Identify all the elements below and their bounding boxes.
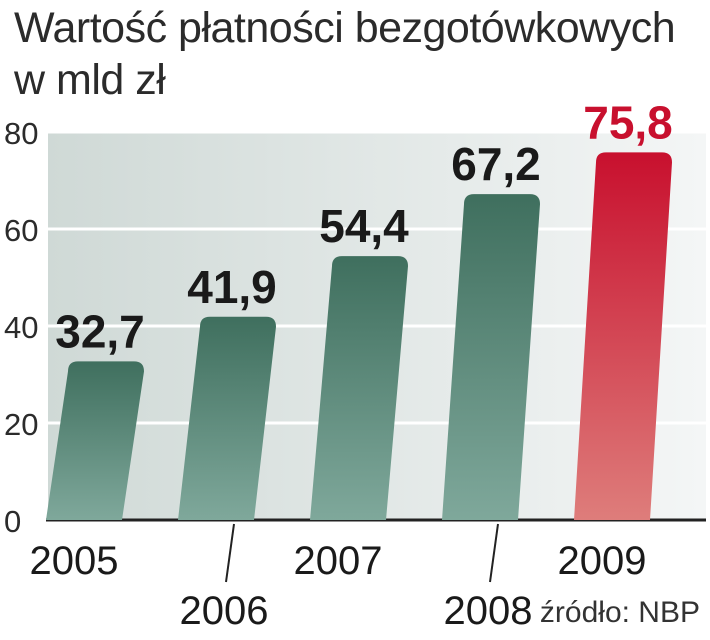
chart-title-line-1: Wartość płatności bezgotówkowych xyxy=(14,4,676,52)
y-tick-label: 20 xyxy=(4,407,38,442)
bar-2007 xyxy=(310,256,408,520)
data-labels: 32,7 41,9 54,4 67,2 75,8 xyxy=(55,96,673,357)
bar-2005 xyxy=(46,361,144,520)
x-tick-label-2006: 2006 xyxy=(180,589,269,633)
value-label-2008: 67,2 xyxy=(451,138,541,190)
chart-title-line-2: w mld zł xyxy=(14,56,166,104)
bars xyxy=(46,152,672,520)
x-tick-label-2005: 2005 xyxy=(30,539,119,583)
bar-2009 xyxy=(574,152,672,520)
x-tick-label-2007: 2007 xyxy=(294,539,383,583)
value-label-2007: 54,4 xyxy=(319,200,409,252)
x-tick-label-2009: 2009 xyxy=(558,539,647,583)
bar-2008 xyxy=(442,194,540,520)
value-label-2005: 32,7 xyxy=(55,305,145,357)
source-note: źródło: NBP xyxy=(539,596,700,629)
chart-title: Wartość płatności bezgotówkowych w mld z… xyxy=(14,2,676,106)
x-axis-ticks: 2005 2006 2007 2008 2009 xyxy=(30,523,647,633)
y-axis-ticks: 0 20 40 60 80 xyxy=(4,116,38,539)
x-tick-leader xyxy=(489,523,499,583)
y-tick-label: 60 xyxy=(4,213,38,248)
x-tick-leader xyxy=(225,523,235,583)
x-tick-label-2008: 2008 xyxy=(444,589,533,633)
bar-2006 xyxy=(178,316,276,520)
y-tick-label: 80 xyxy=(4,116,38,151)
value-label-2009: 75,8 xyxy=(583,96,673,148)
y-tick-label: 40 xyxy=(4,310,38,345)
y-tick-label: 0 xyxy=(4,504,21,539)
value-label-2006: 41,9 xyxy=(187,261,277,313)
